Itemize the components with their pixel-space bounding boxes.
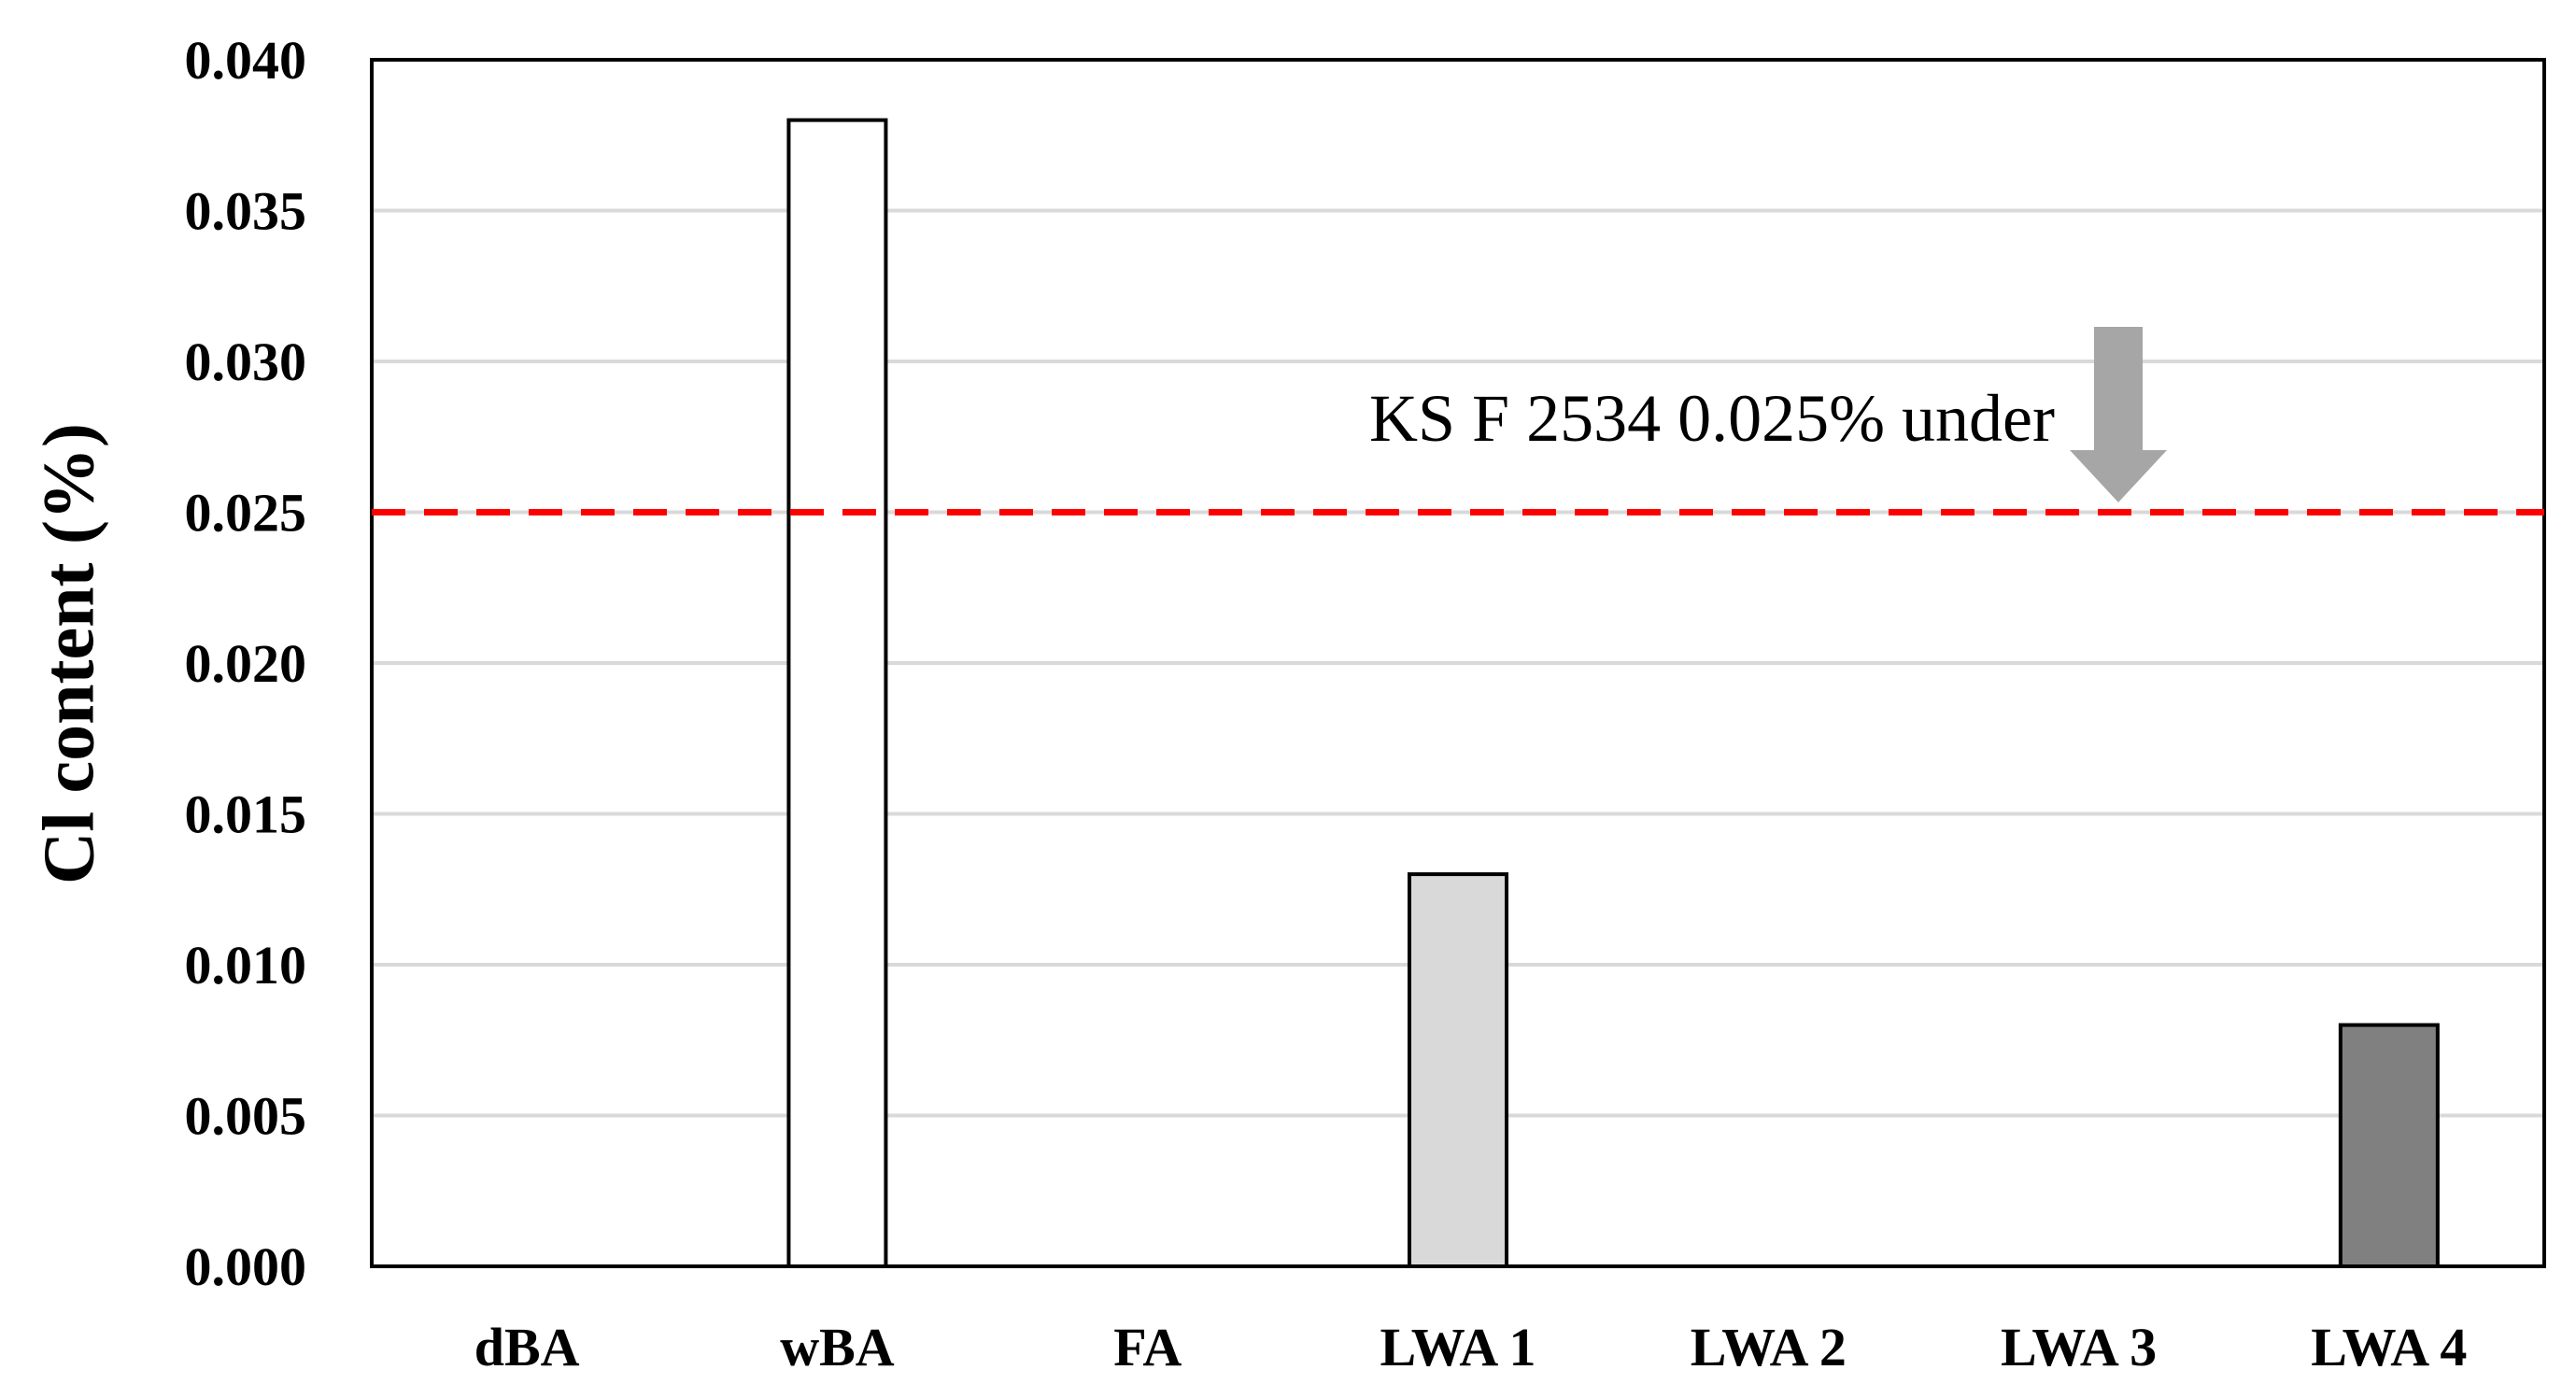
y-tick-label: 0.015 [185, 784, 307, 845]
y-tick-label: 0.035 [185, 181, 307, 242]
y-tick-label: 0.030 [185, 332, 307, 392]
x-category-label: LWA 1 [1380, 1317, 1536, 1377]
down-arrow-icon [2070, 327, 2167, 502]
y-tick-label: 0.040 [185, 30, 307, 91]
bar-lwa-1 [1408, 872, 1508, 1268]
x-category-label: LWA 4 [2311, 1317, 2467, 1377]
x-axis-category-labels: dBA wBA FA LWA 1 LWA 2 LWA 3 LWA 4 [474, 1317, 2468, 1377]
y-tick-label: 0.020 [185, 633, 307, 694]
x-category-label: LWA 3 [2001, 1317, 2157, 1377]
y-tick-label: 0.005 [185, 1086, 307, 1147]
x-category-label: LWA 2 [1691, 1317, 1847, 1377]
y-tick-label: 0.025 [185, 483, 307, 544]
x-category-label: wBA [780, 1317, 895, 1377]
reference-line-label: KS F 2534 0.025% under [1369, 381, 2055, 456]
y-tick-label: 0.010 [185, 935, 307, 996]
y-axis-title: Cl content (%) [27, 423, 108, 884]
x-category-label: FA [1113, 1317, 1182, 1377]
bars [786, 118, 2440, 1269]
bar-wba [786, 118, 888, 1269]
y-tick-label: 0.000 [185, 1236, 307, 1297]
x-category-label: dBA [474, 1317, 580, 1377]
gridlines [372, 58, 2544, 1118]
bar-lwa-4 [2338, 1023, 2440, 1268]
plot-area-frame [370, 58, 2546, 1268]
y-axis-tick-labels: 0.000 0.005 0.010 0.015 0.020 0.025 0.030 0.035… [185, 30, 307, 1297]
